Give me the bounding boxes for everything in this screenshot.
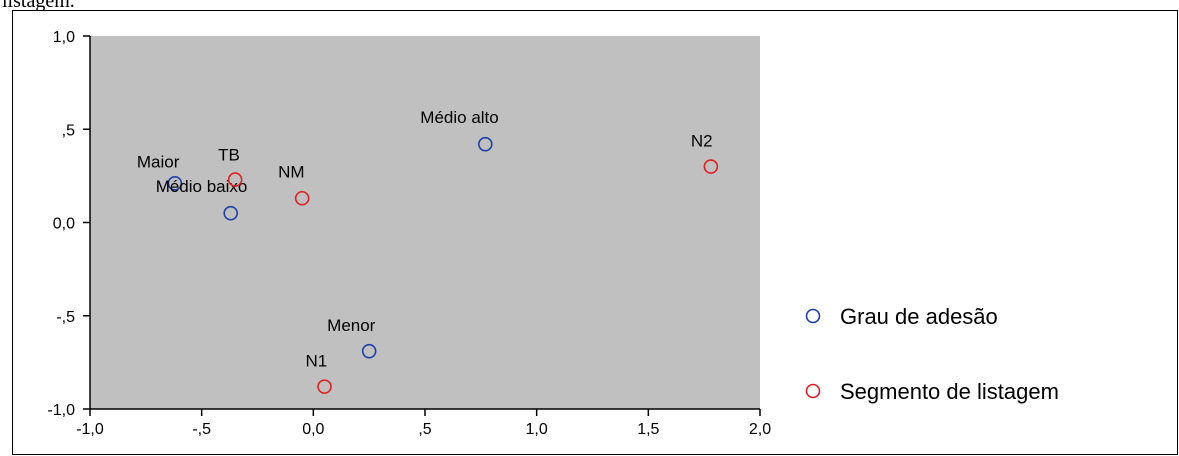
y-tick-label: 1,0 xyxy=(53,29,75,46)
data-point-label: Menor xyxy=(327,316,376,335)
data-point-marker xyxy=(227,172,243,187)
x-tick-label: 1,5 xyxy=(637,421,659,438)
data-point-label: NM xyxy=(278,162,304,181)
y-tick-label: -,5 xyxy=(56,309,75,326)
x-tick-label: 2,0 xyxy=(749,421,771,438)
x-tick-label: 1,0 xyxy=(526,421,548,438)
x-tick-label: -1,0 xyxy=(76,421,104,438)
legend-marker xyxy=(805,308,821,324)
data-point-marker xyxy=(703,159,719,174)
data-point-marker xyxy=(361,343,377,359)
chart-frame: -1,0 -,5 0,0 ,5 1,0 1,5 2,0 1,0 ,5 0,0 -,5 -1,0 Mai… xyxy=(12,10,1178,455)
data-point-marker xyxy=(317,379,332,394)
x-tick-label: -,5 xyxy=(192,421,211,438)
data-point-label: Médio alto xyxy=(420,108,498,127)
data-point-marker xyxy=(294,190,310,206)
data-point-marker xyxy=(223,205,238,221)
plot-area xyxy=(90,36,760,409)
top-caption: listagem. xyxy=(2,0,75,12)
scatter-chart: -1,0 -,5 0,0 ,5 1,0 1,5 2,0 1,0 ,5 0,0 -,5 -1,0 Mai… xyxy=(47,29,1059,438)
legend-label: Segmento de listagem xyxy=(840,379,1059,404)
legend-marker xyxy=(805,383,821,399)
data-point-label: N1 xyxy=(306,352,328,371)
data-point-label: N2 xyxy=(691,132,713,151)
x-tick-label: 0,0 xyxy=(302,421,324,438)
data-point-label: TB xyxy=(218,146,240,165)
y-tick-label: ,5 xyxy=(62,122,75,139)
x-tick-label: ,5 xyxy=(418,421,431,438)
legend-label: Grau de adesão xyxy=(840,304,998,329)
data-point-marker xyxy=(167,176,183,191)
y-tick-label: 0,0 xyxy=(53,216,75,233)
data-point-label: Maior xyxy=(137,152,180,171)
y-tick-label: -1,0 xyxy=(47,402,75,419)
data-point-label: Médio baixo xyxy=(156,177,248,196)
data-point-marker xyxy=(477,136,493,152)
